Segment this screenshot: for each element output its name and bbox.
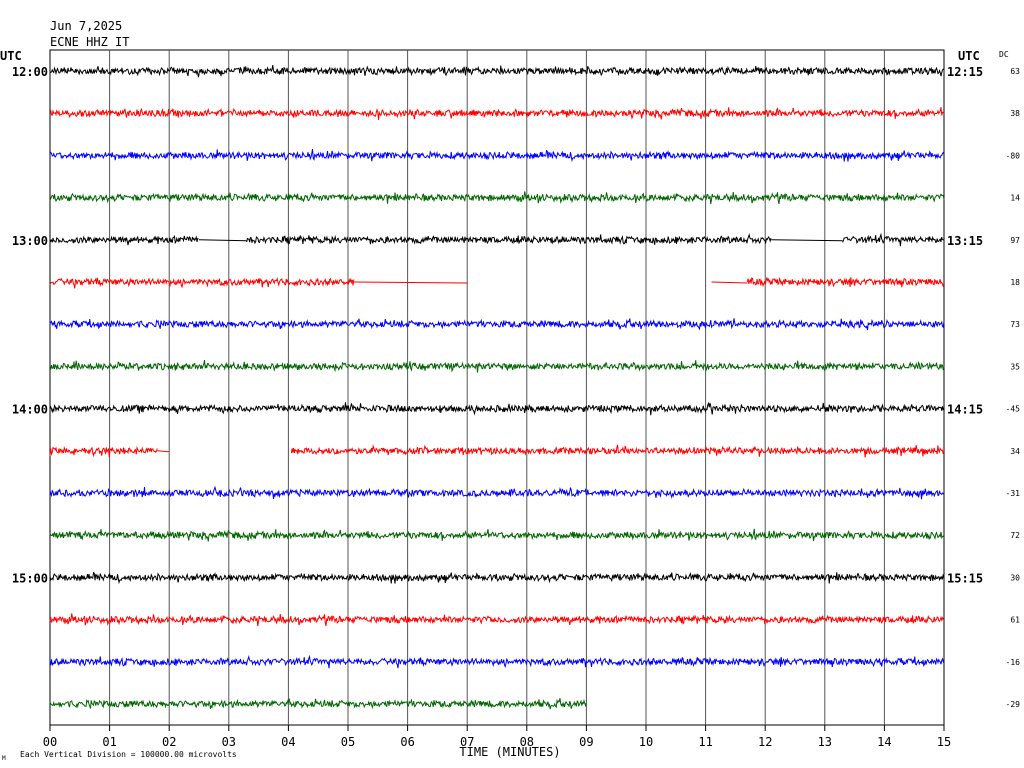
trace-segment — [49, 191, 945, 205]
trace-row — [49, 571, 945, 585]
trace-row — [49, 232, 945, 247]
dc-value-label: 63 — [1010, 67, 1020, 76]
trace-segment — [49, 485, 945, 500]
trace-row — [49, 276, 945, 289]
trace-segment — [49, 445, 158, 458]
x-axis-ticks: 00 01 02 03 04 05 06 07 08 09 10 11 12 13 14 15 — [43, 725, 951, 749]
x-tick-label: 09 — [579, 735, 593, 749]
left-time-label: 15:00 — [12, 571, 48, 585]
left-time-label: 14:00 — [12, 403, 48, 417]
x-tick-label: 12 — [758, 735, 772, 749]
trace-segment — [49, 401, 945, 416]
trace-flatline — [198, 239, 247, 242]
trace-segment — [49, 235, 199, 246]
dc-labels: 63 38 -80 14 97 18 73 35 -45 34 -31 72 30 61 -16 -29 — [1006, 67, 1021, 709]
trace-segment — [49, 571, 945, 585]
plot-frame — [49, 49, 945, 726]
x-tick-label: 15 — [937, 735, 951, 749]
dc-value-label: 73 — [1010, 320, 1020, 329]
trace-row — [49, 107, 945, 120]
trace-segment — [842, 232, 945, 247]
x-tick-label: 06 — [400, 735, 414, 749]
utc-left-label: UTC — [0, 49, 22, 63]
dc-value-label: 30 — [1010, 573, 1020, 582]
x-tick-label: 00 — [43, 735, 57, 749]
trace-segment — [49, 613, 945, 627]
dc-value-label: 38 — [1010, 109, 1020, 118]
trace-row — [49, 191, 945, 205]
trace-segment — [49, 359, 945, 373]
trace-row — [49, 148, 945, 163]
x-tick-label: 04 — [281, 735, 295, 749]
trace-row — [49, 654, 945, 669]
trace-segment — [49, 318, 945, 331]
dc-value-label: 61 — [1010, 616, 1020, 625]
trace-row — [49, 444, 945, 458]
x-tick-label: 02 — [162, 735, 176, 749]
left-time-label: 12:00 — [12, 65, 48, 79]
corner-mark: M — [2, 755, 6, 762]
trace-segment — [290, 444, 945, 458]
trace-row — [49, 401, 945, 416]
dc-value-label: 97 — [1010, 236, 1020, 245]
x-tick-label: 11 — [698, 735, 712, 749]
left-time-label: 13:00 — [12, 234, 48, 248]
dc-value-label: 14 — [1010, 194, 1020, 203]
dc-value-label: 18 — [1010, 278, 1020, 287]
utc-right-label: UTC — [958, 49, 980, 63]
dc-value-label: 34 — [1010, 447, 1020, 456]
date-label: Jun 7,2025 — [50, 19, 122, 33]
x-tick-label: 01 — [102, 735, 116, 749]
trace-row — [49, 528, 945, 542]
trace-row — [49, 64, 945, 78]
dc-header-label: DC — [999, 50, 1009, 59]
trace-row — [49, 485, 945, 500]
trace-segment — [746, 276, 945, 288]
x-tick-label: 14 — [877, 735, 891, 749]
right-time-label: 14:15 — [947, 403, 983, 417]
trace-segment — [49, 107, 945, 120]
x-axis-label: TIME (MINUTES) — [459, 745, 560, 759]
x-tick-label: 08 — [520, 735, 534, 749]
trace-segment — [49, 277, 355, 289]
trace-flatline — [353, 281, 468, 284]
scale-footer: Each Vertical Division = 100000.00 micro… — [20, 750, 237, 759]
trace-flatline — [711, 281, 748, 284]
dc-value-label: -31 — [1006, 489, 1021, 498]
trace-segment — [49, 698, 587, 710]
dc-value-label: 35 — [1010, 362, 1020, 371]
dc-value-label: -29 — [1006, 700, 1021, 709]
trace-segment — [49, 64, 945, 78]
station-label: ECNE HHZ IT — [50, 35, 129, 49]
minute-gridlines — [109, 50, 885, 725]
x-tick-label: 13 — [818, 735, 832, 749]
trace-row — [49, 359, 945, 373]
trace-segment — [49, 528, 945, 542]
trace-row — [49, 318, 945, 331]
trace-flatline — [771, 239, 843, 242]
right-time-label: 15:15 — [947, 571, 983, 585]
trace-row — [49, 613, 945, 627]
dc-value-label: -80 — [1006, 151, 1021, 160]
seismic-traces — [49, 64, 945, 710]
trace-row — [49, 698, 587, 710]
x-tick-label: 07 — [460, 735, 474, 749]
time-labels: 12:00 12:15 13:00 13:15 14:00 14:15 15:00 15:15 — [12, 65, 983, 585]
x-tick-label: 05 — [341, 735, 355, 749]
trace-flatline — [157, 450, 170, 453]
trace-segment — [49, 654, 945, 669]
trace-segment — [246, 233, 772, 245]
x-tick-label: 10 — [639, 735, 653, 749]
dc-value-label: -45 — [1006, 405, 1021, 414]
right-time-label: 13:15 — [947, 234, 983, 248]
dc-value-label: 72 — [1010, 531, 1020, 540]
right-time-label: 12:15 — [947, 65, 983, 79]
trace-segment — [49, 148, 945, 163]
dc-value-label: -16 — [1006, 658, 1021, 667]
x-tick-label: 03 — [222, 735, 236, 749]
